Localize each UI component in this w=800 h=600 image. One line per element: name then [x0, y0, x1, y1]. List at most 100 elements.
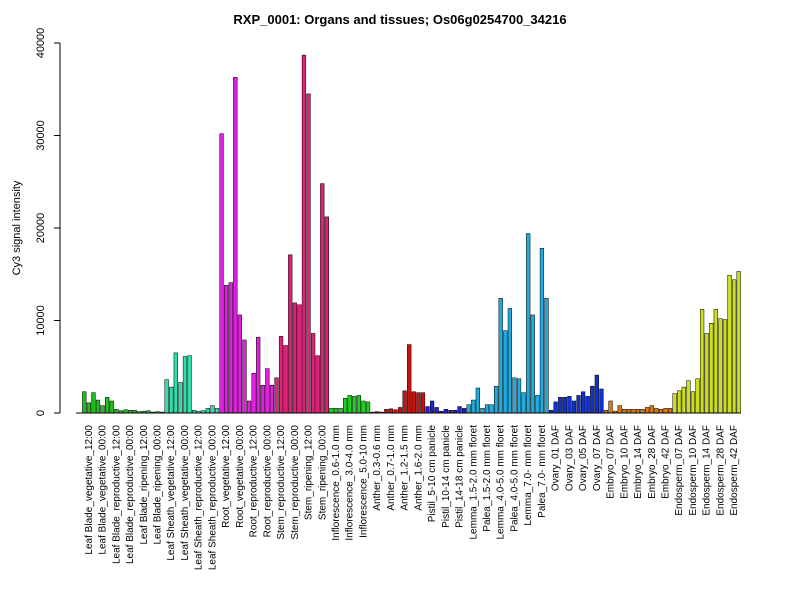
bar: [82, 391, 87, 414]
x-tick-label: Leaf Blade_vegetative_12:00: [84, 425, 95, 555]
bar: [233, 76, 238, 414]
y-tick-label: 30000: [35, 120, 47, 151]
bar: [709, 323, 714, 414]
x-tick-label: Anther_0.3-0.6 mm: [372, 425, 383, 511]
bar: [471, 399, 476, 414]
bar: [434, 407, 439, 414]
bar: [100, 405, 105, 414]
bar: [686, 380, 691, 414]
y-tick-label: 20000: [35, 213, 47, 244]
bar: [109, 400, 114, 414]
bar: [443, 409, 448, 414]
x-tick-label: Leaf Sheath_reproductive_12:00: [194, 425, 205, 571]
bar: [457, 406, 462, 414]
bar: [297, 304, 302, 414]
bar: [507, 308, 513, 414]
bar: [324, 216, 329, 414]
x-axis-labels: Leaf Blade_vegetative_12:00 Leaf Blade_ve…: [84, 425, 740, 571]
bar: [219, 133, 224, 414]
bar: [256, 336, 261, 414]
bar: [663, 408, 668, 414]
bar: [635, 409, 641, 414]
bar: [178, 382, 183, 414]
bar: [425, 406, 430, 414]
bar: [278, 335, 284, 414]
bar: [594, 374, 599, 414]
x-tick-label: Stem_reproductive_12:00: [276, 425, 287, 540]
bar: [343, 397, 348, 414]
bar: [228, 282, 233, 414]
x-tick-label: Leaf Sheath_vegetative_12:00: [166, 425, 177, 561]
x-tick-label: Inflorescence_3.0-4.0 mm: [345, 425, 356, 541]
x-tick-label: Inflorescence_0.6-1.0 mm: [331, 425, 342, 541]
bar: [356, 395, 361, 414]
bar: [722, 319, 728, 414]
bar: [315, 355, 320, 414]
y-axis: 0 10000 20000 30000 40000: [35, 28, 61, 416]
bar: [521, 392, 526, 414]
bar: [553, 401, 558, 414]
bar: [585, 396, 590, 414]
bar: [365, 401, 371, 414]
x-tick-label: Anther_0.7-1.0 mm: [386, 425, 397, 511]
bar: [484, 404, 490, 414]
bar: [251, 372, 256, 414]
x-tick-label: Lemma_1.5-2.0 mm floret: [468, 425, 479, 540]
bar: [677, 390, 682, 414]
bar: [407, 344, 412, 414]
x-tick-label: Endosperm_28 DAF: [715, 425, 726, 516]
bar: [695, 378, 700, 414]
bar: [475, 387, 480, 414]
x-tick-label: Palea_1.5-2.0 mm floret: [482, 425, 493, 532]
x-tick-label: Inflorescence_5.0-10 mm: [358, 425, 369, 538]
bar: [704, 333, 709, 414]
bar: [640, 409, 645, 414]
bar: [86, 402, 91, 414]
x-tick-label: Pistil_5-10 cm panicle: [427, 425, 438, 523]
bar: [530, 314, 535, 414]
bar: [562, 397, 567, 414]
bar: [274, 377, 279, 414]
bar: [114, 409, 119, 414]
x-tick-label: Anther_1.6-2.0 mm: [413, 425, 424, 511]
x-tick-label: Leaf Blade_vegetative_00:00: [98, 425, 109, 555]
x-tick-label: Embryo_14 DAF: [633, 425, 644, 499]
bar: [631, 409, 636, 414]
bar: [269, 385, 275, 414]
bar: [388, 408, 394, 414]
bar: [237, 314, 243, 414]
bar: [260, 385, 265, 414]
x-tick-label: Stem_ripening_12:00: [304, 425, 315, 521]
bar: [654, 408, 659, 414]
bar: [411, 391, 416, 414]
bar: [489, 404, 494, 414]
x-tick-label: Ovary_07 DAF: [592, 425, 603, 491]
x-tick-label: Root_vegetative_12:00: [221, 425, 232, 528]
y-tick-label: 0: [35, 410, 47, 416]
bar: [310, 333, 316, 414]
bar: [590, 385, 595, 414]
bar: [173, 352, 178, 414]
bar: [576, 395, 581, 414]
x-tick-label: Stem_reproductive_00:00: [290, 425, 301, 540]
bar: [622, 409, 627, 414]
x-tick-label: Leaf Blade_reproductive_00:00: [125, 425, 136, 564]
bar: [242, 339, 247, 414]
x-tick-label: Ovary_03 DAF: [564, 425, 575, 491]
y-tick-label: 10000: [35, 305, 47, 336]
bar: [214, 408, 220, 414]
chart-title: RXP_0001: Organs and tissues; Os06g02547…: [233, 12, 567, 27]
bar: [105, 397, 110, 414]
bar: [306, 93, 311, 414]
bar: [164, 379, 169, 414]
bar: [667, 408, 673, 414]
bar: [718, 318, 723, 414]
x-tick-label: Root_reproductive_00:00: [262, 425, 273, 538]
bar: [713, 309, 718, 414]
bar: [649, 405, 654, 414]
bar: [462, 408, 467, 414]
y-axis-label: Cy3 signal intensity: [11, 180, 23, 275]
bar: [608, 400, 613, 414]
bar: [416, 392, 421, 414]
bar: [347, 395, 352, 414]
